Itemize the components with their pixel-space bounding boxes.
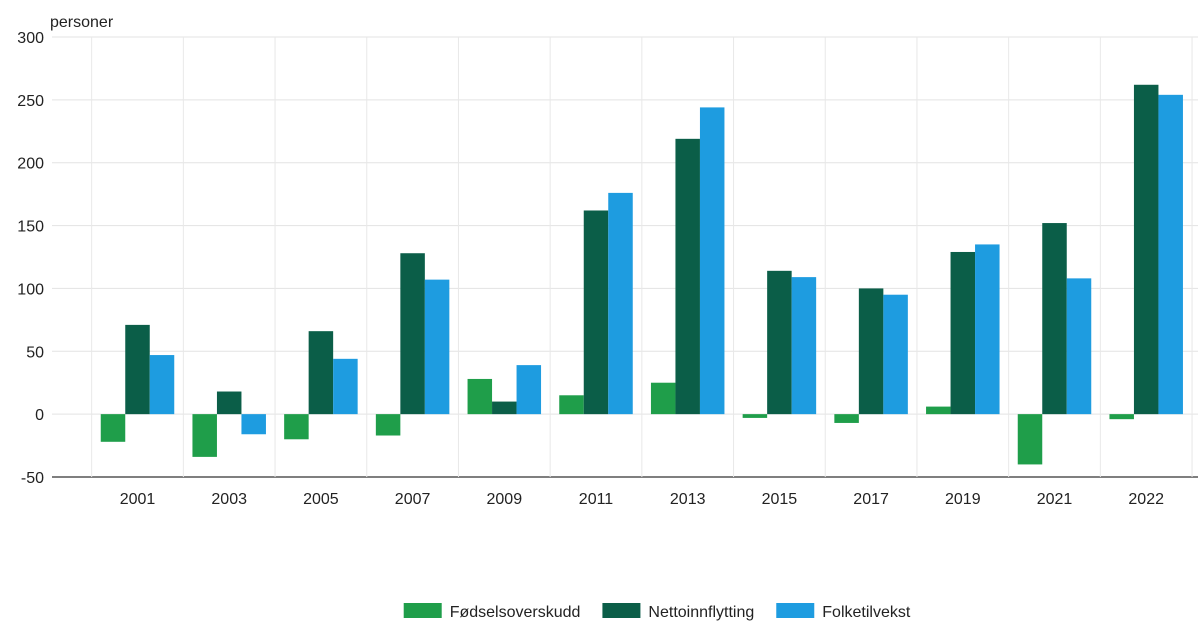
y-tick-label: 250 (17, 93, 44, 110)
bar-folketilvekst-2009 (516, 365, 542, 415)
bar-folketilvekst-2022 (1158, 94, 1183, 415)
bar-fødselsoverskudd-2009 (467, 378, 493, 415)
bar-fødselsoverskudd-2001 (100, 414, 126, 442)
y-tick-label: 300 (17, 30, 44, 47)
bar-nettoinnflytting-2003 (216, 391, 242, 415)
legend: Fødselsoverskudd Nettoinnflytting Folketil… (403, 603, 911, 621)
x-tick-label: 2017 (853, 491, 889, 508)
bar-fødselsoverskudd-2015 (742, 414, 768, 418)
bar-folketilvekst-2021 (1066, 278, 1092, 415)
y-tick-label: 50 (26, 344, 44, 361)
bar-folketilvekst-2005 (333, 358, 358, 415)
y-tick-label: 150 (17, 219, 44, 236)
bar-fødselsoverskudd-2017 (834, 414, 859, 423)
x-tick-label: 2009 (487, 491, 523, 508)
x-tick-label: 2021 (1037, 491, 1073, 508)
legend-swatch (403, 603, 442, 618)
bars-layer (100, 84, 1183, 465)
bar-fødselsoverskudd-2005 (284, 414, 309, 440)
bar-nettoinnflytting-2011 (583, 210, 609, 415)
bar-folketilvekst-2011 (608, 192, 633, 415)
legend-item-fødselsoverskudd[interactable]: Fødselsoverskudd (403, 603, 581, 621)
y-axis-title: personer (50, 14, 114, 31)
bar-fødselsoverskudd-2007 (375, 414, 401, 436)
legend-label: Folketilvekst (822, 604, 911, 621)
bar-nettoinnflytting-2009 (492, 401, 517, 415)
bar-folketilvekst-2017 (883, 294, 908, 415)
bar-fødselsoverskudd-2003 (192, 414, 217, 457)
legend-label: Fødselsoverskudd (450, 604, 581, 621)
bar-fødselsoverskudd-2013 (650, 382, 676, 415)
x-tick-label: 2019 (945, 491, 981, 508)
bar-nettoinnflytting-2019 (950, 251, 976, 415)
bar-nettoinnflytting-2022 (1133, 84, 1159, 415)
bar-nettoinnflytting-2017 (858, 288, 884, 415)
legend-swatch (776, 603, 815, 618)
bar-nettoinnflytting-2007 (400, 253, 425, 415)
x-tick-label: 2011 (579, 491, 614, 508)
y-tick-label: 0 (35, 407, 44, 424)
y-tick-label: -50 (21, 470, 44, 487)
bar-nettoinnflytting-2005 (308, 331, 334, 415)
bar-fødselsoverskudd-2021 (1017, 414, 1043, 465)
bar-folketilvekst-2019 (975, 244, 1000, 415)
bar-nettoinnflytting-2021 (1042, 223, 1067, 415)
x-tick-label: 2007 (395, 491, 431, 508)
axis-layer: -50 0 50 100 150 200 250 300 2001 2003 2005 2007 200… (17, 30, 1164, 508)
x-tick-label: 2005 (303, 491, 339, 508)
legend-item-nettoinnflytting[interactable]: Nettoinnflytting (602, 603, 754, 621)
legend-label: Nettoinnflytting (648, 604, 754, 621)
bar-nettoinnflytting-2013 (675, 138, 700, 415)
bar-folketilvekst-2015 (791, 277, 817, 415)
x-tick-label: 2001 (120, 491, 156, 508)
bar-fødselsoverskudd-2022 (1109, 414, 1134, 420)
x-tick-label: 2022 (1128, 491, 1164, 508)
legend-swatch (602, 603, 641, 618)
bar-nettoinnflytting-2015 (767, 270, 792, 415)
bar-folketilvekst-2003 (241, 414, 266, 435)
y-tick-label: 200 (17, 156, 44, 173)
bar-folketilvekst-2007 (424, 279, 450, 415)
bar-fødselsoverskudd-2011 (559, 395, 584, 415)
bar-folketilvekst-2001 (149, 355, 175, 415)
x-tick-label: 2013 (670, 491, 706, 508)
x-tick-label: 2015 (762, 491, 798, 508)
legend-item-folketilvekst[interactable]: Folketilvekst (776, 603, 911, 621)
y-tick-label: 100 (17, 281, 44, 298)
bar-folketilvekst-2013 (699, 107, 725, 415)
bar-nettoinnflytting-2001 (125, 324, 150, 415)
bar-fødselsoverskudd-2019 (926, 406, 951, 415)
x-tick-label: 2003 (211, 491, 247, 508)
